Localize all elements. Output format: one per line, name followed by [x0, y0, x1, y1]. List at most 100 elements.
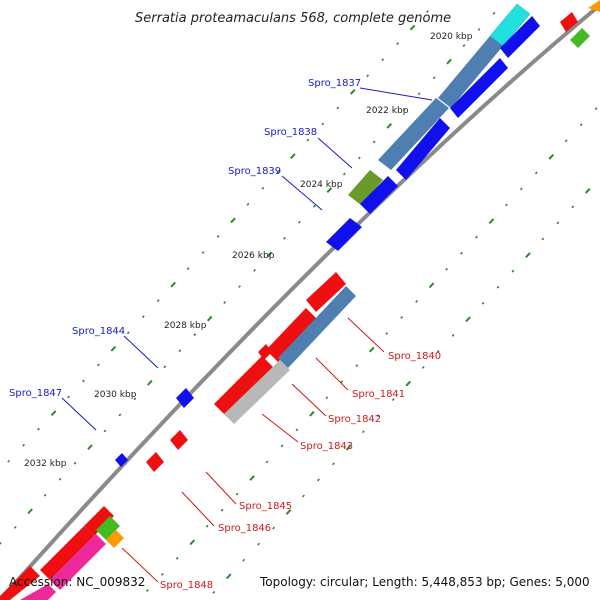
tick-dot: [385, 332, 389, 335]
tick-dot: [432, 76, 436, 80]
tick-dot: [126, 331, 130, 335]
gene-spro-1838-green[interactable]: [348, 170, 383, 205]
tick-dot: [133, 397, 137, 401]
tick-dot: [58, 477, 62, 481]
tick-dot: [415, 299, 418, 303]
gene-spro-1841-red[interactable]: [266, 308, 318, 362]
gene-bottom-pink-corner[interactable]: [20, 584, 56, 600]
tick-dot: [541, 237, 545, 241]
tick-dot: [87, 444, 93, 450]
forward-gene-labels: Spro_1837 Spro_1838 Spro_1839 Spro_1844 …: [9, 78, 361, 399]
gene-label-spro-1848[interactable]: Spro_1848: [160, 580, 213, 591]
tick-dot: [511, 269, 515, 273]
tick-dot: [309, 410, 315, 417]
tick-dot: [280, 444, 284, 448]
tick-dot: [276, 170, 280, 174]
tick-dot: [178, 349, 182, 353]
tick-dot: [579, 123, 583, 127]
tick-dot: [519, 187, 523, 191]
gene-spro-1845[interactable]: [170, 430, 188, 450]
tick-dot: [325, 396, 329, 400]
gene-right-red-top[interactable]: [560, 12, 578, 32]
gene-blue-top-2[interactable]: [450, 58, 508, 118]
tick-dot: [368, 346, 375, 353]
tick-dot: [261, 186, 265, 190]
gene-spro-1846[interactable]: [146, 452, 164, 472]
tick-dot: [326, 187, 333, 193]
gene-spro-1848-green[interactable]: [96, 516, 120, 540]
gene-label-spro-1846[interactable]: Spro_1846: [218, 523, 271, 534]
tick-dot: [488, 218, 495, 224]
gene-blue-top-1[interactable]: [500, 16, 540, 58]
tick-label: 2024 kbp: [300, 180, 343, 190]
gene-right-orange-top[interactable]: [588, 0, 600, 12]
tick-dot: [332, 462, 335, 466]
gene-label-spro-1845[interactable]: Spro_1845: [239, 501, 292, 512]
tick-dot: [253, 268, 256, 272]
tick-dot: [220, 508, 224, 512]
tick-dot: [349, 89, 356, 95]
tick-dot: [272, 526, 275, 530]
tick-dot: [230, 217, 236, 224]
tick-dot: [492, 12, 496, 15]
gene-spro-1843[interactable]: [224, 360, 290, 424]
tick-dot: [321, 122, 325, 126]
tick-dot: [381, 58, 385, 62]
tick-dot: [189, 539, 196, 546]
backbone-line: [0, 3, 600, 600]
gene-label-spro-1837[interactable]: Spro_1837: [308, 78, 361, 89]
gene-spro-1842[interactable]: [214, 356, 274, 416]
kbp-tick-labels: 2020 kbp 2022 kbp 2024 kbp 2026 kbp 2028…: [24, 32, 473, 469]
tick-dot: [298, 220, 301, 224]
tick-dot: [436, 350, 440, 353]
tick-dot: [409, 24, 416, 31]
gene-blue-top-3[interactable]: [396, 118, 450, 180]
tick-dot: [548, 154, 555, 160]
gene-spro-1840-red[interactable]: [306, 272, 346, 312]
gene-spro-1848-pink[interactable]: [50, 534, 106, 590]
tick-dot: [361, 430, 365, 434]
tick-dot: [118, 413, 122, 417]
tick-dot: [336, 106, 340, 110]
gene-label-spro-1840[interactable]: Spro_1840: [388, 351, 441, 362]
gene-label-spro-1847[interactable]: Spro_1847: [9, 388, 62, 399]
tick-dot: [342, 172, 346, 176]
tick-dot: [43, 493, 47, 497]
gene-spro-1842-small-red[interactable]: [258, 344, 272, 360]
gene-label-spro-1844[interactable]: Spro_1844: [72, 326, 125, 337]
tick-dot: [238, 285, 241, 288]
gene-spro-1844[interactable]: [176, 388, 194, 408]
tick-dot: [163, 365, 167, 369]
gene-bottom-red-corner[interactable]: [0, 566, 40, 600]
gene-blue-top-4[interactable]: [360, 176, 398, 214]
gene-spro-1837[interactable]: [378, 98, 449, 170]
gene-spro-1847[interactable]: [115, 453, 128, 467]
tick-dot: [246, 202, 250, 206]
tick-dot: [505, 203, 508, 207]
tick-dot: [313, 204, 316, 208]
tick-dot: [421, 366, 425, 369]
gene-spro-1840[interactable]: [278, 286, 356, 368]
gene-label-spro-1842[interactable]: Spro_1842: [328, 414, 381, 425]
tick-dot: [571, 205, 575, 209]
genome-backbone: [0, 3, 600, 600]
gene-label-spro-1839[interactable]: Spro_1839: [228, 166, 281, 177]
gene-spro-1836-steel[interactable]: [438, 36, 503, 108]
gene-spro-1839[interactable]: [326, 218, 362, 251]
gene-spro-1848-orange[interactable]: [106, 530, 124, 548]
gene-label-spro-1838[interactable]: Spro_1838: [264, 127, 317, 138]
tick-dot: [584, 188, 591, 194]
gene-spro-1848-red-b[interactable]: [40, 526, 94, 580]
tick-dot: [82, 379, 85, 383]
tick-dot: [266, 251, 273, 258]
gene-label-spro-1841[interactable]: Spro_1841: [352, 389, 405, 400]
tick-dot: [426, 10, 429, 14]
tick-label: 2028 kbp: [164, 321, 207, 331]
tick-dot: [50, 410, 57, 416]
gene-label-spro-1843[interactable]: Spro_1843: [300, 441, 353, 452]
gene-spro-1848-red-a[interactable]: [84, 506, 114, 536]
tick-dot: [242, 558, 246, 562]
gene-right-green-top[interactable]: [570, 28, 590, 48]
tick-dot: [525, 252, 531, 258]
